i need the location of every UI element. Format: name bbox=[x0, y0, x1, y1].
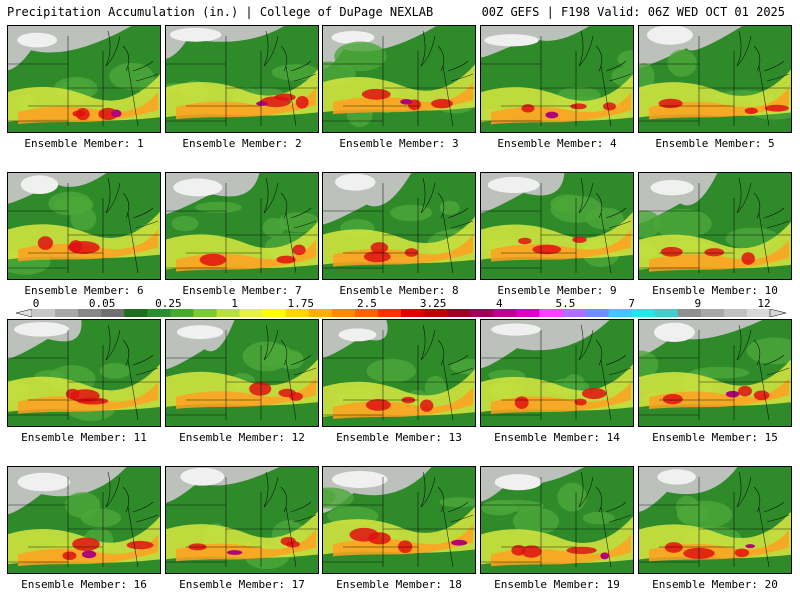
run-info: 00Z GEFS | F198 Valid: 06Z WED OCT 01 20… bbox=[481, 5, 785, 19]
ensemble-member-map bbox=[7, 172, 161, 280]
member-label: Ensemble Member: 12 bbox=[179, 431, 305, 444]
colorbar-tick-label: 0.25 bbox=[155, 297, 182, 310]
colorbar-swatch bbox=[700, 309, 725, 317]
colorbar-swatch bbox=[354, 309, 379, 317]
member-label: Ensemble Member: 13 bbox=[336, 431, 462, 444]
colorbar-swatch bbox=[377, 309, 402, 317]
colorbar-tick-label: 0.05 bbox=[88, 297, 116, 310]
colorbar-swatch bbox=[424, 309, 448, 317]
ensemble-member-map bbox=[638, 25, 792, 133]
precip-colorbar bbox=[16, 309, 786, 317]
colorbar-swatch bbox=[147, 309, 171, 317]
member-label: Ensemble Member: 16 bbox=[21, 578, 147, 591]
member-label: Ensemble Member: 15 bbox=[652, 431, 778, 444]
colorbar-swatch bbox=[539, 309, 563, 317]
member-label: Ensemble Member: 8 bbox=[339, 284, 459, 297]
colorbar-tick-label: 3.25 bbox=[419, 297, 447, 310]
member-label: Ensemble Member: 10 bbox=[652, 284, 778, 297]
colorbar-swatch bbox=[170, 309, 194, 317]
colorbar-tick-label: 7 bbox=[628, 297, 635, 310]
colorbar-tick-label: 2.5 bbox=[356, 297, 377, 310]
colorbar-min-arrow bbox=[16, 309, 33, 317]
ensemble-member-map bbox=[480, 25, 634, 133]
colorbar-tick-label: 5.5 bbox=[555, 297, 576, 310]
ensemble-member-map bbox=[322, 466, 476, 574]
colorbar-swatch bbox=[308, 309, 333, 317]
colorbar-tick-label: 0 bbox=[32, 297, 40, 310]
colorbar-swatch bbox=[78, 309, 102, 317]
ensemble-member-map bbox=[638, 172, 792, 280]
colorbar-labels: 0 0.05 0.25 1 1.75 2.5 3.25 4 5.5 7 9 12 bbox=[0, 297, 800, 310]
colorbar-tick-label: 1.75 bbox=[287, 297, 314, 310]
colorbar-swatch bbox=[193, 309, 217, 317]
map-title: Precipitation Accumulation (in.) | Colle… bbox=[7, 5, 434, 19]
member-label: Ensemble Member: 9 bbox=[497, 284, 617, 297]
member-label: Ensemble Member: 20 bbox=[652, 578, 778, 591]
colorbar-swatch bbox=[216, 309, 241, 317]
member-label: Ensemble Member: 3 bbox=[339, 137, 459, 150]
ensemble-member-map bbox=[480, 466, 634, 574]
colorbar-swatch bbox=[101, 309, 125, 317]
colorbar-swatch bbox=[447, 309, 471, 317]
member-label: Ensemble Member: 11 bbox=[21, 431, 147, 444]
ensemble-member-map bbox=[165, 25, 319, 133]
colorbar-swatch bbox=[677, 309, 702, 317]
ensemble-member-map bbox=[322, 25, 476, 133]
member-label: Ensemble Member: 6 bbox=[24, 284, 144, 297]
colorbar-swatch bbox=[746, 309, 771, 317]
ensemble-member-map bbox=[165, 319, 319, 427]
member-label: Ensemble Member: 18 bbox=[336, 578, 462, 591]
colorbar-swatch bbox=[585, 309, 610, 317]
colorbar-swatch bbox=[331, 309, 356, 317]
colorbar-tick-label: 4 bbox=[495, 297, 503, 310]
ensemble-member-map bbox=[480, 319, 634, 427]
ensemble-member-map bbox=[480, 172, 634, 280]
colorbar-max-arrow bbox=[769, 309, 786, 317]
member-label: Ensemble Member: 2 bbox=[182, 137, 302, 150]
colorbar-swatch bbox=[493, 309, 517, 317]
member-label: Ensemble Member: 7 bbox=[182, 284, 302, 297]
colorbar-tick-label: 12 bbox=[757, 297, 771, 310]
colorbar-swatch bbox=[239, 309, 264, 317]
ensemble-member-map bbox=[165, 172, 319, 280]
member-label: Ensemble Member: 17 bbox=[179, 578, 305, 591]
member-label: Ensemble Member: 14 bbox=[494, 431, 620, 444]
colorbar-swatch bbox=[285, 309, 310, 317]
colorbar-swatch bbox=[401, 309, 425, 317]
ensemble-member-map bbox=[7, 25, 161, 133]
ensemble-member-map bbox=[638, 466, 792, 574]
colorbar-swatch bbox=[124, 309, 148, 317]
colorbar-swatch bbox=[723, 309, 748, 317]
colorbar-swatch bbox=[516, 309, 540, 317]
member-label: Ensemble Member: 1 bbox=[24, 137, 144, 150]
ensemble-member-map bbox=[322, 319, 476, 427]
ensemble-member-map bbox=[322, 172, 476, 280]
colorbar-swatch bbox=[631, 309, 656, 317]
colorbar-swatch bbox=[262, 309, 287, 317]
colorbar-swatch bbox=[32, 309, 56, 317]
ensemble-member-map bbox=[7, 319, 161, 427]
colorbar-swatch bbox=[654, 309, 679, 317]
member-label: Ensemble Member: 19 bbox=[494, 578, 620, 591]
colorbar-swatch bbox=[608, 309, 633, 317]
colorbar-swatch bbox=[470, 309, 494, 317]
ensemble-member-map bbox=[7, 466, 161, 574]
ensemble-member-map bbox=[165, 466, 319, 574]
ensemble-member-map bbox=[638, 319, 792, 427]
member-label: Ensemble Member: 5 bbox=[655, 137, 775, 150]
member-label: Ensemble Member: 4 bbox=[497, 137, 617, 150]
colorbar-tick-label: 9 bbox=[694, 297, 702, 310]
colorbar-swatch bbox=[55, 309, 79, 317]
colorbar-swatch bbox=[562, 309, 586, 317]
colorbar-tick-label: 1 bbox=[231, 297, 238, 310]
